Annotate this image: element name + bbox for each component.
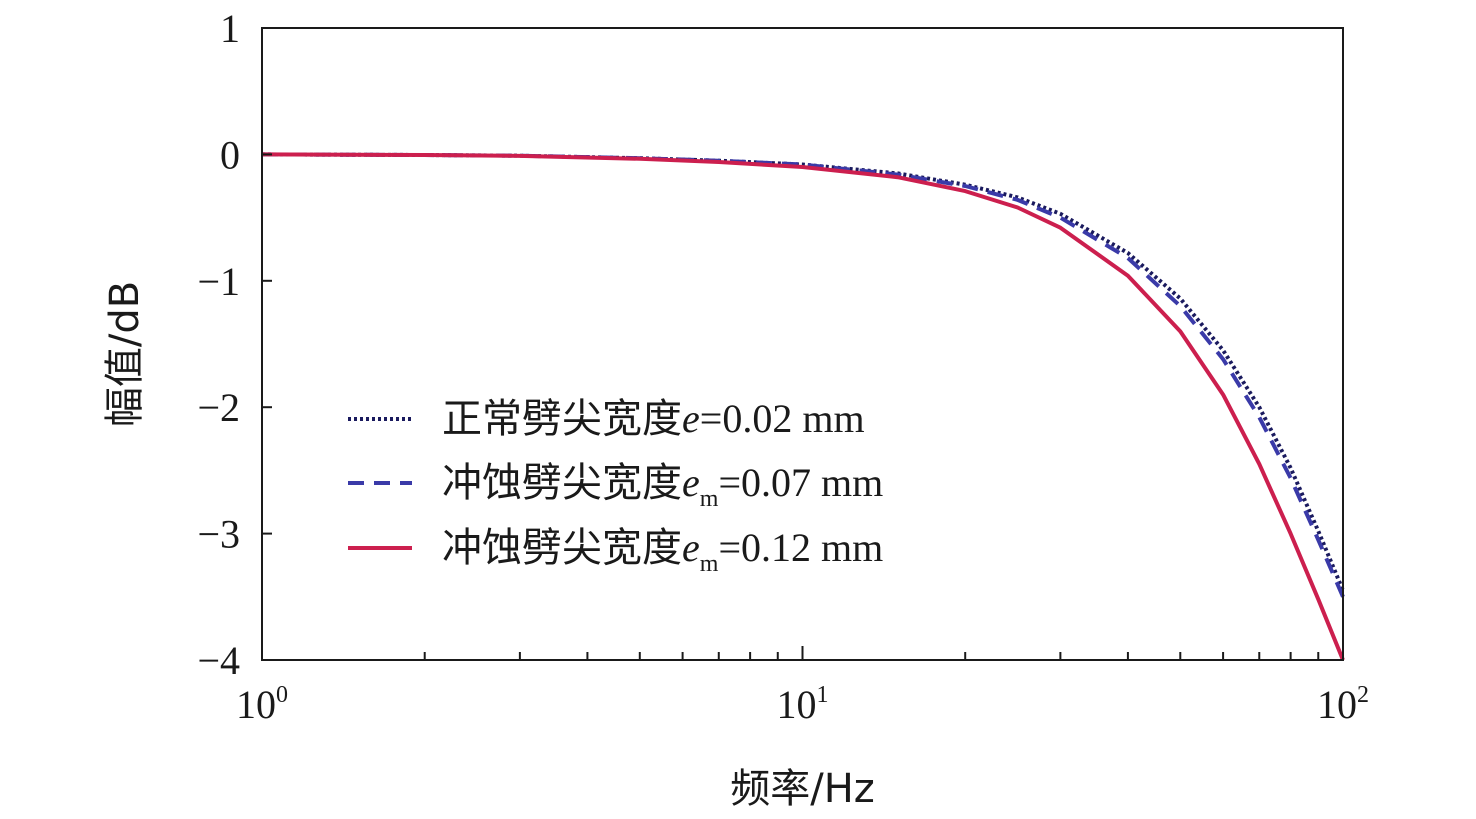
- x-tick-label: 101: [777, 682, 829, 727]
- legend-label-2: 冲蚀劈尖宽度em=0.07 mm: [442, 460, 883, 512]
- y-tick-label: 1: [220, 6, 240, 51]
- y-tick-label: 0: [220, 132, 240, 177]
- y-tick-label: −3: [197, 512, 240, 557]
- legend: 正常劈尖宽度e=0.02 mm 冲蚀劈尖宽度em=0.07 mm 冲蚀劈尖宽度em=…: [348, 396, 883, 577]
- y-axis-title: 幅值/dB: [102, 281, 148, 427]
- y-tick-label: −4: [197, 638, 240, 683]
- legend-label-1: 正常劈尖宽度e=0.02 mm: [442, 396, 865, 442]
- series-line-2: [261, 152, 1345, 598]
- series-layer: [261, 152, 1345, 661]
- x-tick-label: 102: [1317, 682, 1369, 727]
- x-tick-label: 100: [236, 682, 288, 727]
- x-axis-title: 频率/Hz: [730, 766, 875, 812]
- y-tick-label: −1: [197, 259, 240, 304]
- y-tick-label: −2: [197, 385, 240, 430]
- series-line-3: [261, 152, 1345, 661]
- legend-label-3: 冲蚀劈尖宽度em=0.12 mm: [442, 525, 883, 577]
